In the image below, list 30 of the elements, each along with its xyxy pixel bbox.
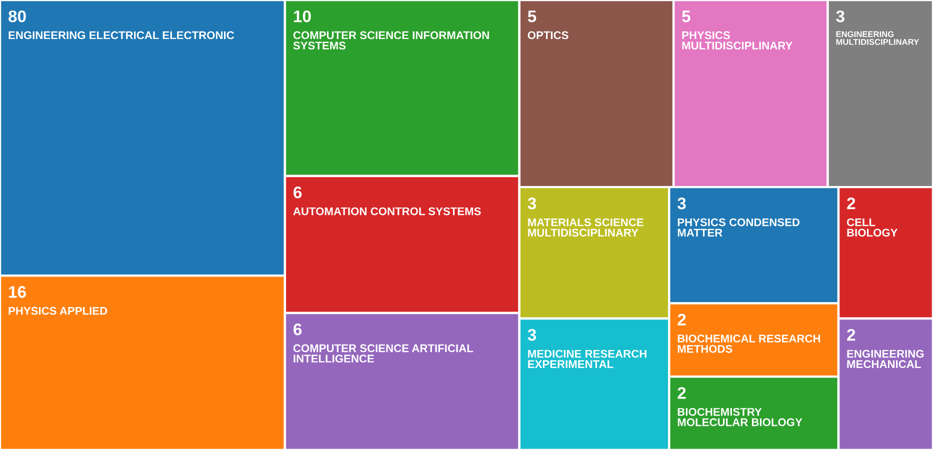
category-label: OPTICS	[528, 31, 568, 40]
category-label: MEDICINE RESEARCH EXPERIMENTAL	[528, 350, 646, 368]
data-label: 16	[9, 286, 26, 298]
category-label: CELL BIOLOGY	[846, 218, 898, 237]
category-label: PHYSICS CONDENSED MATTER	[678, 218, 800, 236]
category-label: AUTOMATION CONTROL SYSTEMS	[293, 207, 481, 216]
data-label: 3	[678, 198, 686, 210]
data-label: 2	[678, 387, 686, 399]
category-label: COMPUTER SCIENCE INFORMATION SYSTEMS	[293, 31, 489, 50]
data-label: 6	[294, 186, 302, 198]
data-label: 6	[294, 323, 302, 336]
category-label: BIOCHEMISTRY MOLECULAR BIOLOGY	[678, 408, 802, 426]
category-label: PHYSICS MULTIDISCIPLINARY	[682, 31, 792, 50]
category-label: ENGINEERING MULTIDISCIPLINARY	[836, 31, 919, 45]
category-label: PHYSICS APPLIED	[8, 306, 108, 315]
data-label: 3	[836, 10, 844, 22]
data-label: 2	[678, 314, 686, 326]
data-label: 3	[528, 198, 536, 210]
category-label: COMPUTER SCIENCE ARTIFICIAL INTELLIGENCE	[293, 344, 474, 363]
category-label: MATERIALS SCIENCE MULTIDISCIPLINARY	[528, 218, 644, 237]
category-label: BIOCHEMICAL RESEARCH METHODS	[678, 334, 820, 353]
data-label: 10	[294, 10, 311, 22]
data-label: 2	[847, 198, 856, 210]
data-label: 5	[528, 10, 536, 22]
data-label: 3	[528, 328, 536, 341]
data-label: 80	[8, 10, 26, 22]
category-label: ENGINEERING MECHANICAL	[847, 350, 924, 368]
data-label: 5	[682, 10, 690, 22]
data-label: 2	[847, 328, 856, 341]
category-label: ENGINEERING ELECTRICAL ELECTRONIC	[8, 31, 234, 40]
